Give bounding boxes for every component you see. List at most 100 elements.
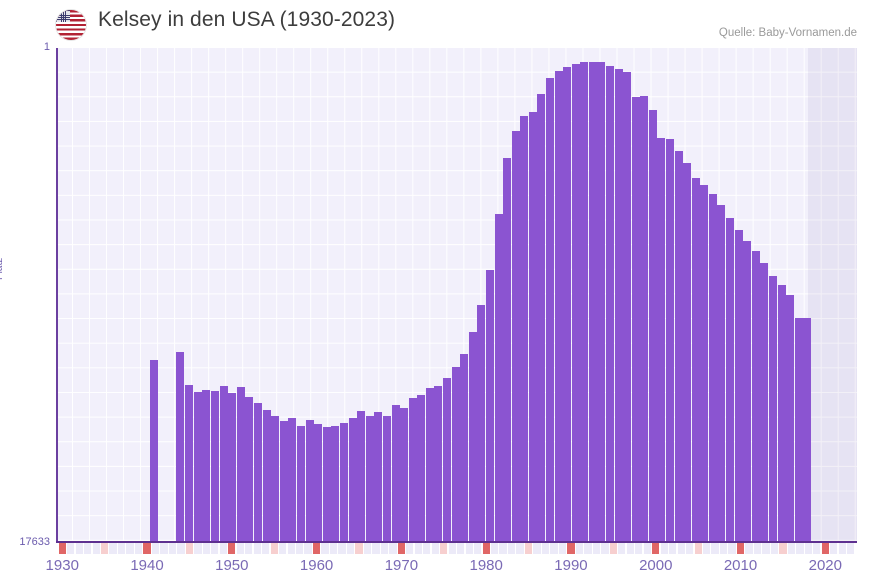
bar[interactable] — [529, 112, 537, 541]
bar[interactable] — [795, 318, 803, 541]
x-axis-tick-mark — [253, 543, 261, 554]
bar[interactable] — [194, 392, 202, 541]
bar[interactable] — [572, 64, 580, 541]
bar[interactable] — [709, 194, 717, 541]
bar[interactable] — [726, 218, 734, 541]
bar[interactable] — [752, 251, 760, 541]
bar[interactable] — [597, 62, 605, 541]
bar[interactable] — [555, 71, 563, 541]
bar[interactable] — [683, 163, 691, 541]
bar[interactable] — [606, 66, 614, 541]
bar[interactable] — [520, 116, 528, 541]
bar[interactable] — [409, 398, 417, 541]
bar[interactable] — [452, 367, 460, 541]
x-axis-tick-mark — [728, 543, 736, 554]
bar[interactable] — [150, 360, 158, 541]
x-axis-tick-mark — [84, 543, 92, 554]
bar[interactable] — [202, 390, 210, 541]
bar[interactable] — [271, 416, 279, 541]
x-axis-tick-mark — [838, 543, 846, 554]
bar[interactable] — [383, 416, 391, 541]
x-axis-tick-mark — [143, 543, 151, 554]
bar[interactable] — [477, 305, 485, 541]
bar[interactable] — [769, 276, 777, 541]
bar[interactable] — [185, 385, 193, 541]
bar[interactable] — [649, 110, 657, 541]
y-axis-bottom-tick: 17633 — [19, 536, 50, 548]
bar[interactable] — [640, 96, 648, 541]
bar[interactable] — [486, 270, 494, 541]
bar[interactable] — [700, 185, 708, 541]
bar[interactable] — [563, 67, 571, 541]
x-axis-tick-mark — [745, 543, 753, 554]
x-axis-tick-mark — [346, 543, 355, 554]
bar[interactable] — [675, 151, 683, 541]
x-axis-tick-mark — [296, 543, 304, 554]
bar[interactable] — [632, 97, 640, 541]
bar[interactable] — [297, 426, 305, 541]
bar[interactable] — [237, 387, 245, 541]
bar[interactable] — [657, 138, 665, 541]
bar[interactable] — [228, 393, 236, 541]
bar[interactable] — [417, 395, 425, 541]
page-title: Kelsey in den USA (1930-2023) — [98, 8, 396, 31]
bar[interactable] — [692, 178, 700, 541]
bar[interactable] — [288, 418, 296, 541]
bar[interactable] — [512, 131, 520, 541]
bar[interactable] — [460, 354, 468, 541]
x-axis-tick-mark — [474, 543, 482, 554]
bar[interactable] — [623, 72, 631, 541]
x-axis-tick-mark — [168, 543, 177, 554]
x-axis-tick-mark — [211, 543, 219, 554]
bar[interactable] — [245, 397, 253, 541]
bar[interactable] — [357, 411, 365, 541]
bar[interactable] — [743, 241, 751, 541]
bar[interactable] — [176, 352, 184, 541]
bar[interactable] — [254, 403, 262, 541]
x-axis-tick-mark — [75, 543, 83, 554]
bar[interactable] — [717, 205, 725, 541]
x-axis-tick-mark — [177, 543, 185, 554]
bar[interactable] — [349, 418, 357, 541]
bar[interactable] — [615, 69, 623, 541]
x-axis-tick-mark — [228, 543, 236, 554]
bar[interactable] — [314, 424, 322, 541]
bar[interactable] — [426, 388, 434, 541]
bar[interactable] — [323, 427, 331, 541]
bar[interactable] — [503, 158, 511, 541]
bar[interactable] — [495, 214, 503, 541]
bar[interactable] — [211, 391, 219, 541]
bar[interactable] — [331, 426, 339, 541]
x-axis-tick-mark — [830, 543, 838, 554]
bar[interactable] — [760, 263, 768, 541]
bar[interactable] — [580, 62, 588, 541]
bar[interactable] — [434, 386, 442, 541]
bar[interactable] — [589, 62, 597, 541]
bar[interactable] — [443, 378, 451, 541]
x-axis-tick-mark — [507, 543, 516, 554]
bar[interactable] — [537, 94, 545, 541]
x-axis-tick-mark — [711, 543, 719, 554]
bar[interactable] — [778, 285, 786, 541]
bar[interactable] — [469, 332, 477, 541]
x-axis-tick-mark — [592, 543, 601, 554]
bar[interactable] — [263, 410, 271, 541]
source-note: Quelle: Baby-Vornamen.de — [718, 27, 857, 39]
bar[interactable] — [546, 78, 554, 541]
bar[interactable] — [220, 386, 228, 541]
bar[interactable] — [786, 295, 794, 541]
bar[interactable] — [366, 416, 374, 541]
x-axis-tick-mark — [448, 543, 456, 554]
bar[interactable] — [803, 318, 811, 541]
x-axis-tick-mark — [847, 543, 855, 554]
bar[interactable] — [280, 421, 288, 541]
x-axis-tick-mark — [423, 543, 431, 554]
bar[interactable] — [340, 423, 348, 541]
bar[interactable] — [666, 139, 674, 541]
bar[interactable] — [392, 405, 400, 541]
x-axis-line — [56, 541, 857, 543]
bar[interactable] — [374, 412, 382, 541]
bar[interactable] — [306, 420, 314, 541]
bar[interactable] — [735, 230, 743, 541]
bar[interactable] — [400, 408, 408, 541]
